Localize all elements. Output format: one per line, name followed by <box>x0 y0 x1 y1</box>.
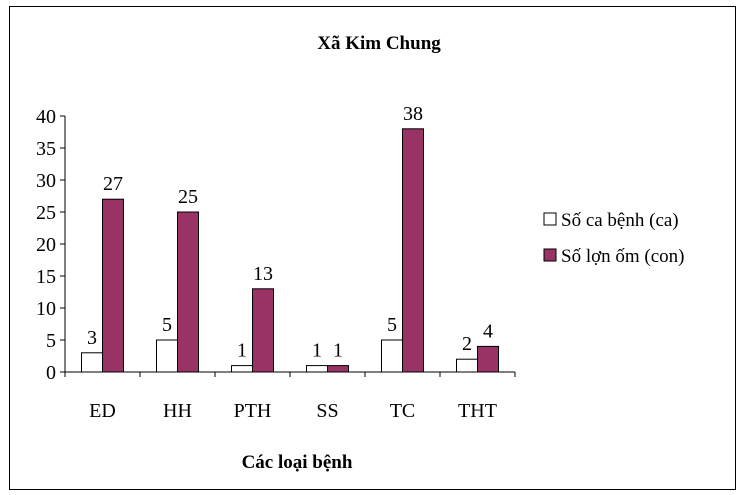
data-label: 5 <box>162 314 172 336</box>
data-label: 38 <box>403 103 423 125</box>
y-tick-label: 15 <box>36 266 56 288</box>
legend-label: Số lợn ốm (con) <box>561 246 685 267</box>
data-label: 1 <box>312 340 322 362</box>
data-label: 4 <box>483 320 493 342</box>
x-tick-label: THT <box>458 400 497 422</box>
bar <box>382 340 403 372</box>
y-tick-label: 5 <box>46 330 56 352</box>
legend-swatch <box>544 249 556 261</box>
x-tick-label: ED <box>89 400 116 422</box>
bar <box>157 340 178 372</box>
x-tick-label: HH <box>163 400 192 422</box>
x-tick-label: PTH <box>234 400 272 422</box>
bar <box>457 359 478 372</box>
bar <box>103 199 124 372</box>
y-tick-label: 25 <box>36 202 56 224</box>
y-tick-label: 10 <box>36 298 56 320</box>
x-axis-title: Các loại bệnh <box>242 452 353 473</box>
bar <box>82 353 103 372</box>
data-label: 1 <box>333 340 343 362</box>
bar <box>253 289 274 372</box>
chart-title: Xã Kim Chung <box>317 33 441 54</box>
legend-label: Số ca bệnh (ca) <box>561 210 679 231</box>
y-tick-label: 40 <box>36 106 56 128</box>
bar <box>328 366 349 372</box>
bar <box>178 212 199 372</box>
x-tick-label: SS <box>316 400 338 422</box>
bar <box>232 366 253 372</box>
y-tick-label: 35 <box>36 138 56 160</box>
y-tick-label: 20 <box>36 234 56 256</box>
data-label: 27 <box>103 173 123 195</box>
chart-frame: Xã Kim Chung 0 5 10 15 20 25 30 35 40 ED HH PTH SS TC… <box>9 6 736 490</box>
bar <box>307 366 328 372</box>
bar <box>478 346 499 372</box>
legend-swatch <box>544 213 556 225</box>
y-tick-label: 0 <box>46 362 56 384</box>
bar <box>403 129 424 372</box>
data-label: 13 <box>253 263 273 285</box>
data-label: 2 <box>462 333 472 355</box>
data-label: 5 <box>387 314 397 336</box>
legend: Số ca bệnh (ca) Số lợn ốm (con) <box>544 210 685 267</box>
data-label: 25 <box>178 186 198 208</box>
data-label: 1 <box>237 340 247 362</box>
y-tick-label: 30 <box>36 170 56 192</box>
data-label: 3 <box>87 327 97 349</box>
x-tick-label: TC <box>390 400 416 422</box>
